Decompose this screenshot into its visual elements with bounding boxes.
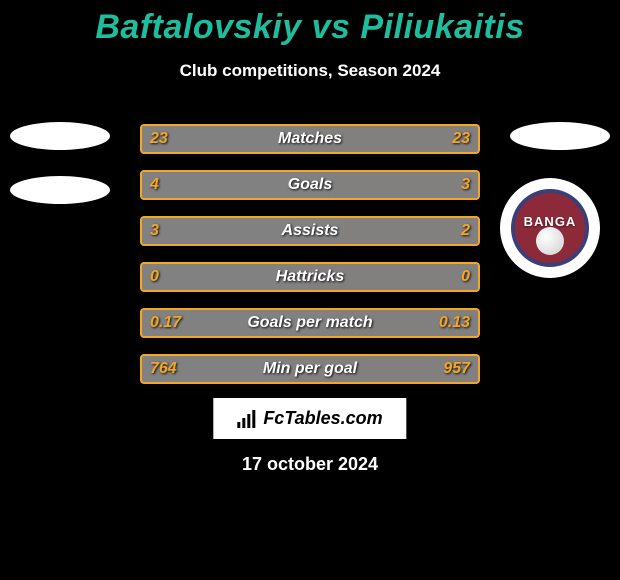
- comparison-infographic: Baftalovskiy vs Piliukaitis Club competi…: [0, 0, 620, 580]
- title: Baftalovskiy vs Piliukaitis: [0, 0, 620, 47]
- team-badge-right: BANGA: [500, 178, 600, 278]
- stat-row: 43Goals: [140, 170, 480, 200]
- stat-label: Goals: [140, 170, 480, 200]
- stat-label: Min per goal: [140, 354, 480, 384]
- stat-label: Hattricks: [140, 262, 480, 292]
- brand-text: FcTables.com: [263, 408, 382, 429]
- stat-row: 32Assists: [140, 216, 480, 246]
- date: 17 october 2024: [0, 454, 620, 475]
- team-logo-left-2: [10, 176, 110, 204]
- soccer-ball-icon: [536, 227, 564, 255]
- brand-badge: FcTables.com: [213, 398, 406, 439]
- subtitle: Club competitions, Season 2024: [0, 61, 620, 81]
- stat-row: 0.170.13Goals per match: [140, 308, 480, 338]
- stat-row: 764957Min per goal: [140, 354, 480, 384]
- team-logo-left-1: [10, 122, 110, 150]
- team-badge-inner: BANGA: [511, 189, 589, 267]
- stat-label: Goals per match: [140, 308, 480, 338]
- stat-label: Matches: [140, 124, 480, 154]
- bar-chart-icon: [237, 410, 255, 428]
- team-logo-right-1: [510, 122, 610, 150]
- stat-label: Assists: [140, 216, 480, 246]
- stat-row: 2323Matches: [140, 124, 480, 154]
- stat-row: 00Hattricks: [140, 262, 480, 292]
- stats-panel: 2323Matches 43Goals 32Assists 00Hattricks 0.…: [140, 124, 480, 400]
